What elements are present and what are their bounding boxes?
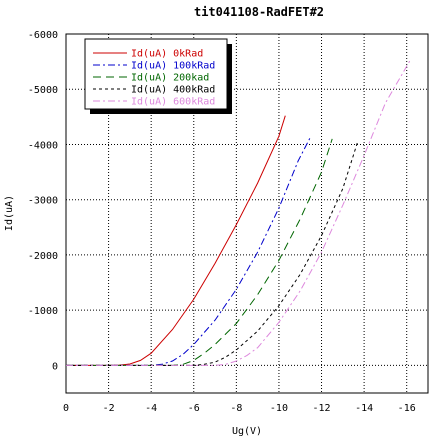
- x-tick-label: -14: [355, 403, 373, 414]
- x-tick-label: -4: [145, 403, 157, 414]
- x-tick-label: -16: [398, 403, 416, 414]
- y-tick-label: -2000: [28, 251, 58, 262]
- y-tick-label: -6000: [28, 30, 58, 41]
- x-axis-ticks: 0 -2 -4 -6 -8 -10 -12 -14 -16: [63, 403, 416, 414]
- legend-box: [84, 38, 228, 110]
- y-tick-label: -5000: [28, 85, 58, 96]
- x-tick-label: -12: [312, 403, 330, 414]
- legend-label: Id(uA) 200kad: [131, 73, 209, 84]
- legend-label: Id(uA) 600kRad: [131, 97, 215, 108]
- series-line: [66, 58, 412, 366]
- series-lines: [66, 58, 412, 366]
- legend-label: Id(uA) 400kRad: [131, 85, 215, 96]
- legend-label: Id(uA) 100kRad: [131, 61, 215, 72]
- x-tick-label: -6: [188, 403, 200, 414]
- series-line: [66, 141, 359, 366]
- x-tick-label: -8: [230, 403, 242, 414]
- y-tick-label: 0: [52, 361, 58, 372]
- y-tick-label: -3000: [28, 196, 58, 207]
- x-tick-label: -2: [103, 403, 115, 414]
- x-axis-label: Ug(V): [232, 426, 262, 437]
- y-tick-label: -1000: [28, 306, 58, 317]
- y-axis-label: Id(uA): [4, 195, 15, 231]
- chart-title: tit041108-RadFET#2: [194, 5, 324, 19]
- y-tick-label: -4000: [28, 140, 58, 151]
- x-tick-label: 0: [63, 403, 69, 414]
- y-axis-ticks: -6000 -5000 -4000 -3000 -2000 -1000 0: [28, 30, 58, 372]
- x-tick-label: -10: [270, 403, 288, 414]
- legend-label: Id(uA) 0kRad: [131, 49, 203, 60]
